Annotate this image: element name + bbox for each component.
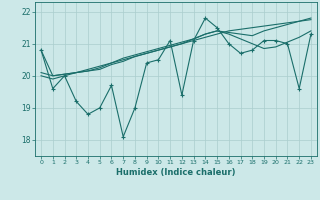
X-axis label: Humidex (Indice chaleur): Humidex (Indice chaleur) — [116, 168, 236, 177]
